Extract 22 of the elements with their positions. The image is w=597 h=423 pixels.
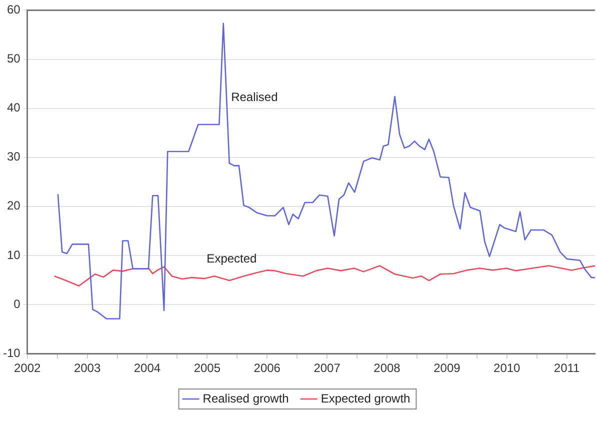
y-tick-label: 0 (14, 296, 21, 311)
y-tick-label: 10 (6, 248, 21, 262)
y-tick-label: 40 (6, 100, 21, 115)
x-tick-label: 2004 (134, 361, 161, 376)
x-tick-label: 2005 (194, 361, 221, 376)
y-tick-label: -10 (3, 346, 21, 360)
x-tick-label: 2003 (74, 361, 101, 376)
x-tick-label: 2009 (434, 361, 461, 376)
y-tick-label: 50 (6, 52, 21, 66)
x-tick-label: 2007 (314, 361, 341, 376)
legend-label: Expected growth (320, 391, 410, 406)
x-tick-label: 2002 (14, 361, 42, 376)
y-tick-label: 60 (6, 2, 21, 17)
x-tick-label: 2011 (554, 361, 580, 376)
legend-label: Realised growth (202, 391, 289, 406)
y-tick-label: 20 (6, 198, 21, 213)
x-tick-label: 2006 (254, 361, 281, 376)
annotation: Realised (231, 90, 278, 104)
annotation: Expected (206, 251, 257, 266)
x-tick-label: 2008 (374, 361, 401, 376)
x-tick-label: 2010 (494, 361, 521, 376)
y-tick-label: 30 (6, 150, 21, 164)
